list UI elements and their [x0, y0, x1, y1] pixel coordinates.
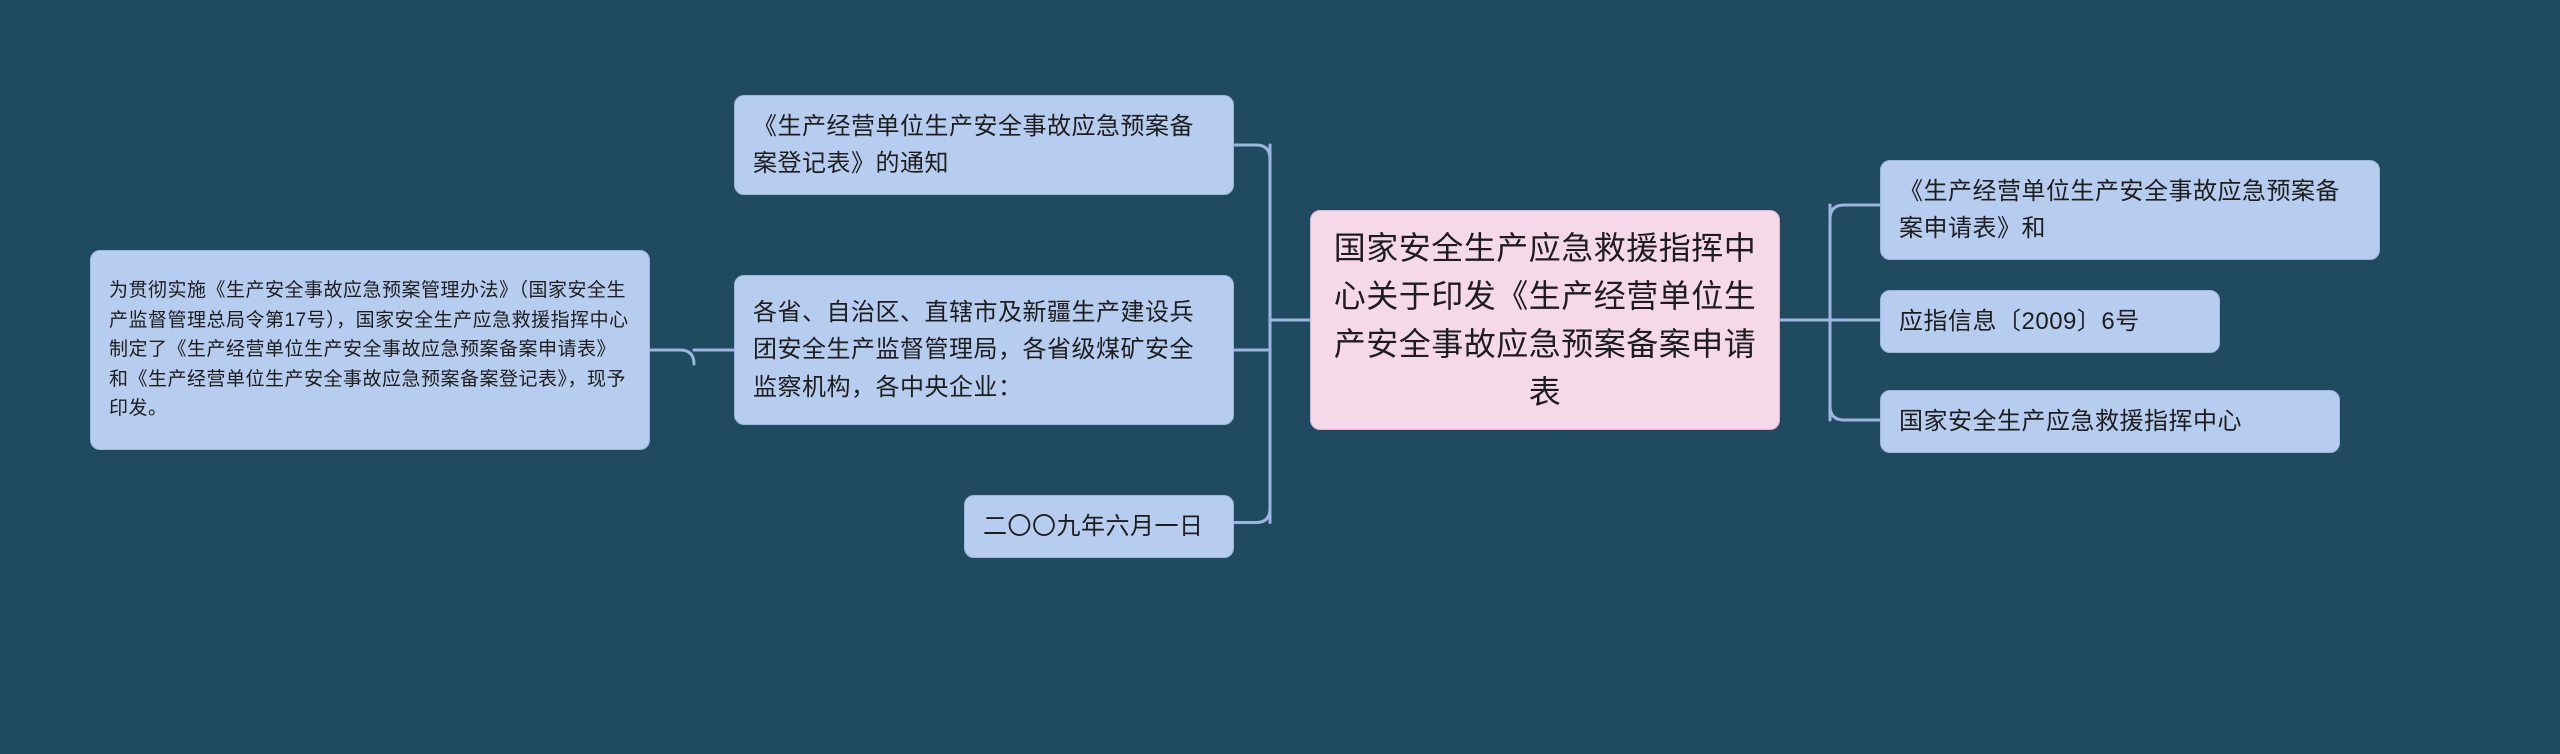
right-node-3: 国家安全生产应急救援指挥中心: [1880, 390, 2340, 453]
right-node-3-text: 国家安全生产应急救援指挥中心: [1899, 403, 2242, 440]
left-node-2-text: 各省、自治区、直辖市及新疆生产建设兵团安全生产监督管理局，各省级煤矿安全监察机构…: [753, 294, 1215, 406]
center-node-text: 国家安全生产应急救援指挥中心关于印发《生产经营单位生产安全事故应急预案备案申请表: [1329, 224, 1761, 416]
left-node-3-text: 二〇〇九年六月一日: [983, 508, 1204, 545]
left-child-node-text: 为贯彻实施《生产安全事故应急预案管理办法》（国家安全生产监督管理总局令第17号）…: [109, 276, 631, 423]
right-node-2: 应指信息〔2009〕6号: [1880, 290, 2220, 353]
left-node-1: 《生产经营单位生产安全事故应急预案备案登记表》的通知: [734, 95, 1234, 195]
right-node-1-text: 《生产经营单位生产安全事故应急预案备案申请表》和: [1899, 173, 2361, 247]
left-node-3: 二〇〇九年六月一日: [964, 495, 1234, 558]
right-node-2-text: 应指信息〔2009〕6号: [1899, 303, 2140, 340]
right-node-1: 《生产经营单位生产安全事故应急预案备案申请表》和: [1880, 160, 2380, 260]
center-node: 国家安全生产应急救援指挥中心关于印发《生产经营单位生产安全事故应急预案备案申请表: [1310, 210, 1780, 430]
left-child-node: 为贯彻实施《生产安全事故应急预案管理办法》（国家安全生产监督管理总局令第17号）…: [90, 250, 650, 450]
left-node-2: 各省、自治区、直辖市及新疆生产建设兵团安全生产监督管理局，各省级煤矿安全监察机构…: [734, 275, 1234, 425]
left-node-1-text: 《生产经营单位生产安全事故应急预案备案登记表》的通知: [753, 108, 1215, 182]
